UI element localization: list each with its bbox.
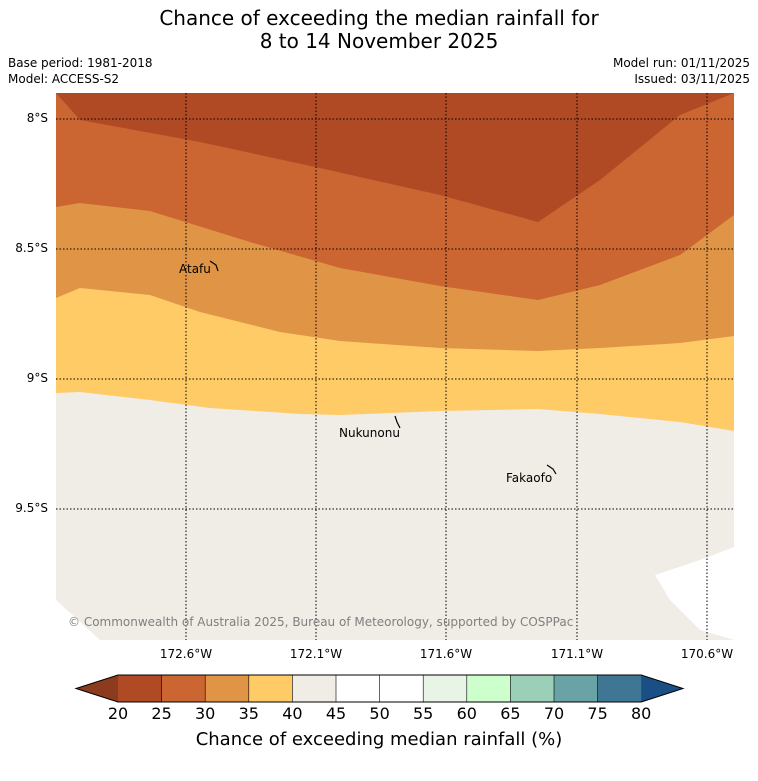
fakaofo-atoll-outline [546, 464, 557, 475]
band-45-50 [655, 547, 734, 640]
colorbar-tick-25: 25 [151, 704, 172, 723]
lon-label-172-1w: 172.1°W [289, 647, 343, 661]
copyright-text: © Commonwealth of Australia 2025, Bureau… [68, 615, 573, 629]
colorbar-tick-55: 55 [413, 704, 434, 723]
colorbar-segment-45-50 [336, 675, 381, 702]
graticule [56, 93, 734, 640]
colorbar-extend-low [76, 675, 118, 702]
place-label-atafu: Atafu [179, 262, 211, 276]
colorbar-tick-40: 40 [282, 704, 303, 723]
colorbar-tick-45: 45 [325, 704, 347, 723]
colorbar-segment-25-30 [161, 675, 206, 702]
atoll-outlines [209, 260, 557, 475]
issued-text: Issued: 03/11/2025 [634, 72, 750, 86]
colorbar-tick-60: 60 [456, 704, 477, 723]
colorbar-extend-high [641, 675, 683, 702]
model-run-text: Model run: 01/11/2025 [612, 56, 750, 70]
colorbar-tick-20: 20 [107, 704, 129, 723]
colorbar-tick-70: 70 [543, 704, 565, 723]
colorbar-tick-30: 30 [195, 704, 216, 723]
lat-label-8s: 8°S [26, 111, 48, 125]
lat-label-8-5s: 8.5°S [15, 241, 48, 255]
colorbar-segment-65-70 [510, 675, 555, 702]
lon-label-171-6w: 171.6°W [419, 647, 473, 661]
chart-title-line-1: Chance of exceeding the median rainfall … [159, 6, 599, 30]
lon-label-172-6w: 172.6°W [159, 647, 213, 661]
colorbar-segment-60-65 [466, 675, 511, 702]
colorbar-segment-50-55 [379, 675, 424, 702]
lower-left-white [56, 600, 100, 640]
place-label-fakaofo: Fakaofo [506, 471, 552, 485]
colorbar-tick-80: 80 [631, 704, 652, 723]
colorbar-segment-30-35 [205, 675, 250, 702]
colorbar-tick-35: 35 [238, 704, 259, 723]
lon-label-170-6w: 170.6°W [680, 647, 734, 661]
band-40-45 [56, 392, 734, 640]
colorbar-tick-50: 50 [369, 704, 390, 723]
colorbar-segment-70-75 [554, 675, 599, 702]
lon-label-171-1w: 171.1°W [550, 647, 604, 661]
lat-label-9-5s: 9.5°S [15, 501, 48, 515]
map-area [56, 93, 734, 640]
lat-label-9s: 9°S [26, 371, 48, 385]
nukunonu-atoll-outline [394, 415, 401, 429]
colorbar-tick-65: 65 [500, 704, 521, 723]
colorbar [74, 674, 685, 703]
chart-title-line-2: 8 to 14 November 2025 [259, 29, 499, 53]
model-text: Model: ACCESS-S2 [8, 72, 120, 86]
atafu-atoll-outline [209, 260, 219, 272]
base-period-text: Base period: 1981-2018 [8, 56, 153, 70]
colorbar-tick-75: 75 [587, 704, 608, 723]
colorbar-segment-55-60 [423, 675, 468, 702]
colorbar-label: Chance of exceeding median rainfall (%) [195, 729, 563, 750]
colorbar-segment-20-25 [118, 675, 163, 702]
colorbar-segment-40-45 [292, 675, 337, 702]
colorbar-segment-75-80 [597, 675, 642, 702]
place-label-nukunonu: Nukunonu [339, 426, 400, 440]
colorbar-outline [74, 674, 685, 703]
colorbar-segment-35-40 [248, 675, 293, 702]
